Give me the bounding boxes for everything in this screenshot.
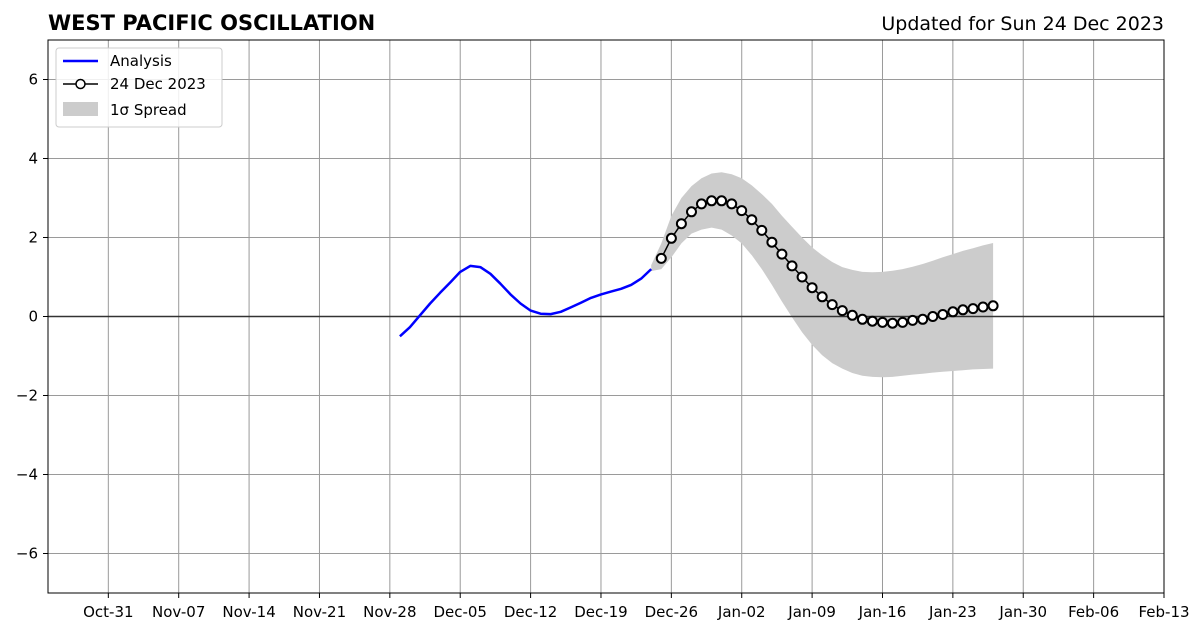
forecast-point — [866, 315, 878, 327]
forecast-point — [706, 195, 718, 207]
forecast-point — [806, 282, 818, 294]
y-tick-label: 0 — [28, 308, 38, 326]
forecast-point — [816, 291, 828, 303]
x-tick-label: Dec-05 — [433, 603, 487, 621]
x-tick-label: Jan-09 — [787, 603, 836, 621]
forecast-point — [856, 313, 868, 325]
legend-spread-label: 1σ Spread — [110, 101, 187, 119]
forecast-point — [686, 206, 697, 218]
x-tick-label: Dec-12 — [504, 603, 558, 621]
chart-subtitle: Updated for Sun 24 Dec 2023 — [881, 13, 1164, 35]
analysis-line — [399, 264, 653, 338]
forecast-point — [736, 205, 748, 217]
forecast-point — [987, 300, 999, 312]
forecast-point — [917, 313, 929, 325]
forecast-point — [655, 252, 667, 264]
x-tick-label: Feb-06 — [1068, 603, 1119, 621]
x-tick-label: Dec-19 — [574, 603, 628, 621]
forecast-point — [716, 195, 728, 207]
forecast-point — [877, 316, 888, 328]
forecast-point — [907, 314, 919, 326]
legend-forecast-marker — [75, 78, 86, 90]
x-tick-label: Jan-16 — [858, 603, 907, 621]
forecast-point — [927, 311, 939, 322]
x-axis: Oct-31 Nov-07 Nov-14 Nov-21 Nov-28 Dec-05 Dec-… — [83, 593, 1190, 621]
x-tick-label: Jan-30 — [998, 603, 1047, 621]
forecast-point — [756, 224, 768, 236]
y-tick-label: 2 — [28, 229, 38, 247]
forecast-point — [796, 271, 808, 283]
y-axis: −6 −4 −2 0 2 4 6 — [16, 71, 48, 563]
chart-title: WEST PACIFIC OSCILLATION — [48, 11, 375, 35]
forecast-point — [957, 304, 969, 316]
forecast-point — [826, 299, 838, 311]
y-tick-label: −4 — [16, 466, 38, 484]
x-tick-label: Dec-26 — [645, 603, 699, 621]
x-tick-label: Jan-02 — [717, 603, 766, 621]
series-layer — [399, 195, 999, 338]
x-tick-label: Nov-14 — [222, 603, 275, 621]
y-tick-label: −6 — [16, 545, 38, 563]
legend: Analysis 24 Dec 2023 1σ Spread — [55, 47, 223, 128]
legend-spread-swatch — [63, 102, 98, 116]
forecast-point — [696, 198, 707, 210]
forecast-point — [897, 316, 909, 328]
forecast-point — [836, 305, 848, 317]
x-tick-label: Feb-13 — [1138, 603, 1189, 621]
x-tick-label: Jan-23 — [928, 603, 977, 621]
x-tick-label: Oct-31 — [83, 603, 133, 621]
forecast-point — [786, 260, 798, 272]
y-tick-label: 4 — [28, 150, 38, 168]
forecast-point — [887, 317, 898, 329]
forecast-point — [726, 198, 738, 210]
legend-analysis-label: Analysis — [110, 52, 172, 70]
x-tick-label: Nov-07 — [152, 603, 205, 621]
forecast-point — [937, 309, 949, 320]
forecast-point — [746, 214, 758, 226]
x-tick-label: Nov-21 — [293, 603, 346, 621]
forecast-point — [947, 306, 959, 318]
legend-forecast-label: 24 Dec 2023 — [110, 75, 206, 93]
forecast-point — [665, 232, 677, 244]
x-tick-label: Nov-28 — [363, 603, 416, 621]
forecast-point — [776, 248, 788, 260]
forecast-point — [675, 218, 687, 230]
forecast-point — [977, 301, 989, 313]
forecast-point — [846, 309, 858, 321]
spread-band — [651, 172, 994, 378]
forecast-point — [967, 303, 979, 315]
y-tick-label: −2 — [16, 387, 38, 405]
spread-layer — [651, 172, 994, 378]
y-tick-label: 6 — [28, 71, 38, 89]
forecast-point — [766, 236, 778, 248]
